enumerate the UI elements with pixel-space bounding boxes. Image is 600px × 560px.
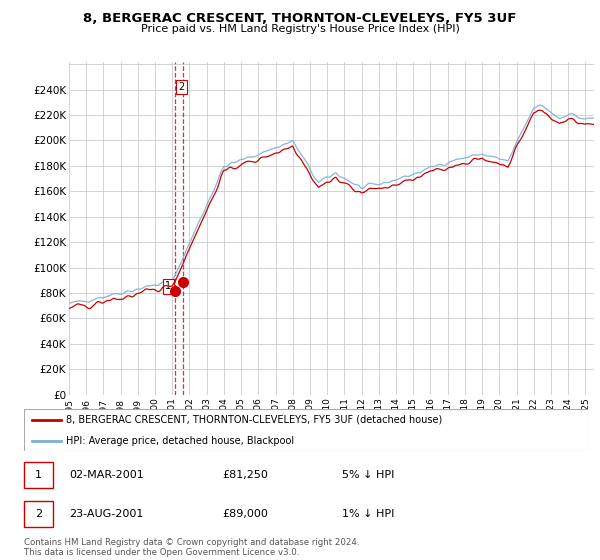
Text: 02-MAR-2001: 02-MAR-2001 xyxy=(69,470,144,480)
Bar xyxy=(24,501,53,526)
Text: 2: 2 xyxy=(178,82,185,92)
Text: £89,000: £89,000 xyxy=(222,508,268,519)
Text: 1% ↓ HPI: 1% ↓ HPI xyxy=(342,508,394,519)
Text: 1: 1 xyxy=(35,470,42,480)
Bar xyxy=(24,462,53,488)
Text: 1: 1 xyxy=(165,281,172,291)
Text: £81,250: £81,250 xyxy=(222,470,268,480)
Text: 5% ↓ HPI: 5% ↓ HPI xyxy=(342,470,394,480)
Text: Price paid vs. HM Land Registry's House Price Index (HPI): Price paid vs. HM Land Registry's House … xyxy=(140,24,460,34)
Text: 8, BERGERAC CRESCENT, THORNTON-CLEVELEYS, FY5 3UF (detached house): 8, BERGERAC CRESCENT, THORNTON-CLEVELEYS… xyxy=(66,415,443,424)
Text: 23-AUG-2001: 23-AUG-2001 xyxy=(69,508,143,519)
Text: 2: 2 xyxy=(35,508,42,519)
Text: 8, BERGERAC CRESCENT, THORNTON-CLEVELEYS, FY5 3UF: 8, BERGERAC CRESCENT, THORNTON-CLEVELEYS… xyxy=(83,12,517,25)
Text: Contains HM Land Registry data © Crown copyright and database right 2024.
This d: Contains HM Land Registry data © Crown c… xyxy=(24,538,359,557)
Text: HPI: Average price, detached house, Blackpool: HPI: Average price, detached house, Blac… xyxy=(66,436,295,446)
